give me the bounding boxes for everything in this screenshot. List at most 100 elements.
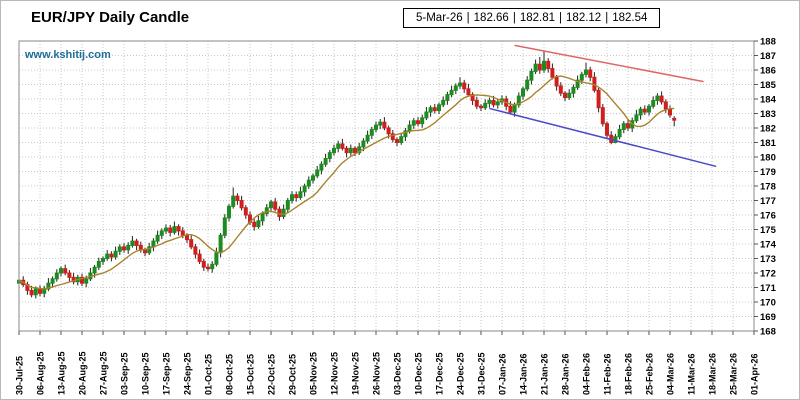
candle-body	[374, 124, 378, 130]
candle-body	[588, 69, 593, 78]
candle-body	[71, 276, 76, 283]
quote-low: 182.12	[566, 12, 602, 24]
candle-body	[38, 288, 42, 294]
y-axis-label: 187	[760, 51, 776, 62]
candles-group	[17, 51, 677, 299]
candle-body	[214, 252, 219, 265]
y-axis-label: 179	[760, 167, 776, 178]
candle-body	[596, 89, 601, 109]
candle-body	[105, 253, 110, 259]
candle-body	[605, 123, 609, 136]
candle-body	[466, 88, 471, 96]
candle-body	[579, 73, 584, 81]
candle-body	[420, 117, 425, 125]
candle-body	[357, 146, 362, 154]
candle-body	[416, 120, 420, 125]
candle-body	[176, 226, 181, 232]
candle-body	[563, 92, 567, 99]
x-axis-label: 27-Aug-25	[99, 351, 109, 395]
candle-body	[550, 68, 555, 78]
candle-body	[260, 213, 265, 222]
candle-body	[495, 101, 500, 106]
candle-body	[491, 99, 496, 106]
quote-separator: |	[559, 12, 563, 24]
candle-body	[353, 147, 357, 154]
trendline-support	[489, 107, 717, 168]
x-axis-label: 29-Oct-25	[288, 354, 298, 395]
candle-body	[264, 207, 269, 215]
candle-body	[453, 85, 458, 91]
candle-body	[155, 234, 160, 242]
candle-body	[201, 260, 206, 268]
candle-body	[273, 201, 278, 210]
candle-body	[29, 289, 34, 296]
quote-separator: |	[605, 12, 609, 24]
candle-body	[592, 76, 597, 91]
x-axis-label: 01-Apr-26	[750, 353, 760, 395]
candle-body	[126, 244, 131, 251]
candle-body	[395, 139, 399, 144]
x-axis-label: 17-Dec-25	[435, 352, 445, 395]
candle-body	[63, 268, 68, 274]
candle-body	[386, 127, 391, 135]
candle-body	[378, 121, 383, 126]
x-axis-label: 11-Mar-26	[687, 353, 697, 395]
y-axis-label: 181	[760, 138, 777, 149]
candle-body	[67, 272, 72, 278]
candle-body	[168, 227, 173, 233]
candle-body	[59, 268, 63, 274]
candle-body	[54, 272, 59, 280]
candle-body	[634, 114, 639, 122]
x-axis-label: 03-Dec-25	[393, 352, 403, 395]
candle-body	[164, 227, 168, 232]
candle-body	[621, 123, 626, 130]
x-axis-label: 24-Dec-25	[456, 352, 466, 395]
candle-body	[84, 278, 89, 284]
candle-body	[344, 147, 349, 154]
candle-body	[239, 200, 244, 209]
candle-body	[487, 99, 492, 104]
x-axis-label: 06-Aug-25	[36, 351, 46, 395]
candle-body	[638, 108, 643, 116]
candle-body	[101, 258, 105, 262]
y-axis-label: 174	[760, 240, 777, 251]
candle-body	[558, 85, 563, 94]
candle-body	[218, 234, 223, 254]
y-axis-label: 178	[760, 182, 776, 193]
candle-body	[668, 108, 672, 116]
chart-title: EUR/JPY Daily Candle	[31, 9, 190, 26]
y-axis-label: 171	[760, 283, 777, 294]
x-axis-label: 14-Jan-26	[519, 353, 529, 395]
y-axis-label: 175	[760, 225, 777, 236]
y-axis-label: 168	[760, 327, 776, 338]
candle-body	[50, 278, 55, 284]
candle-body	[227, 205, 231, 219]
candle-body	[651, 99, 656, 107]
candle-body	[235, 195, 240, 201]
candle-body	[617, 128, 622, 138]
quote-box: 5-Mar-26 | 182.66 | 182.81 | 182.12 | 182.54	[403, 8, 661, 28]
candle-body	[537, 63, 542, 71]
candle-body	[642, 108, 647, 113]
y-axis-label: 184	[760, 95, 777, 106]
x-axis-label: 30-Jul-25	[15, 356, 25, 395]
candle-body	[113, 250, 118, 258]
candle-body	[80, 276, 84, 284]
candle-body	[281, 208, 286, 217]
x-axis-label: 11-Feb-26	[603, 353, 613, 395]
candle-body	[285, 200, 290, 210]
candle-body	[479, 105, 483, 109]
x-axis-label: 15-Oct-25	[246, 354, 256, 395]
x-axis-label: 10-Sep-25	[141, 352, 151, 395]
candle-body	[109, 253, 114, 258]
candle-body	[96, 260, 101, 268]
candle-body	[197, 253, 202, 262]
candle-body	[42, 288, 47, 294]
x-axis-label: 26-Nov-25	[372, 352, 382, 395]
trendline-resistance	[514, 44, 704, 83]
x-axis-label: 07-Jan-26	[498, 353, 508, 395]
y-axis-label: 183	[760, 109, 776, 120]
candle-body	[458, 82, 462, 87]
y-axis-labels: 168 169 170 171 172 173 174 175 176 177 178 179 180 1…	[754, 37, 777, 338]
candle-body	[369, 128, 374, 136]
